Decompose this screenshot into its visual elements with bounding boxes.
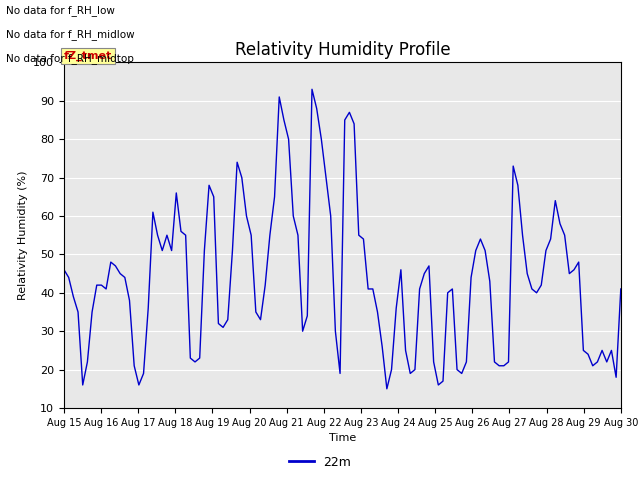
Legend: 22m: 22m (284, 451, 356, 474)
X-axis label: Time: Time (329, 433, 356, 443)
Text: fZ_tmet: fZ_tmet (64, 51, 112, 61)
Text: No data for f_RH_midtop: No data for f_RH_midtop (6, 53, 134, 64)
Text: No data for f_RH_midlow: No data for f_RH_midlow (6, 29, 135, 40)
Y-axis label: Relativity Humidity (%): Relativity Humidity (%) (18, 170, 28, 300)
Title: Relativity Humidity Profile: Relativity Humidity Profile (235, 41, 450, 60)
Text: No data for f_RH_low: No data for f_RH_low (6, 5, 115, 16)
